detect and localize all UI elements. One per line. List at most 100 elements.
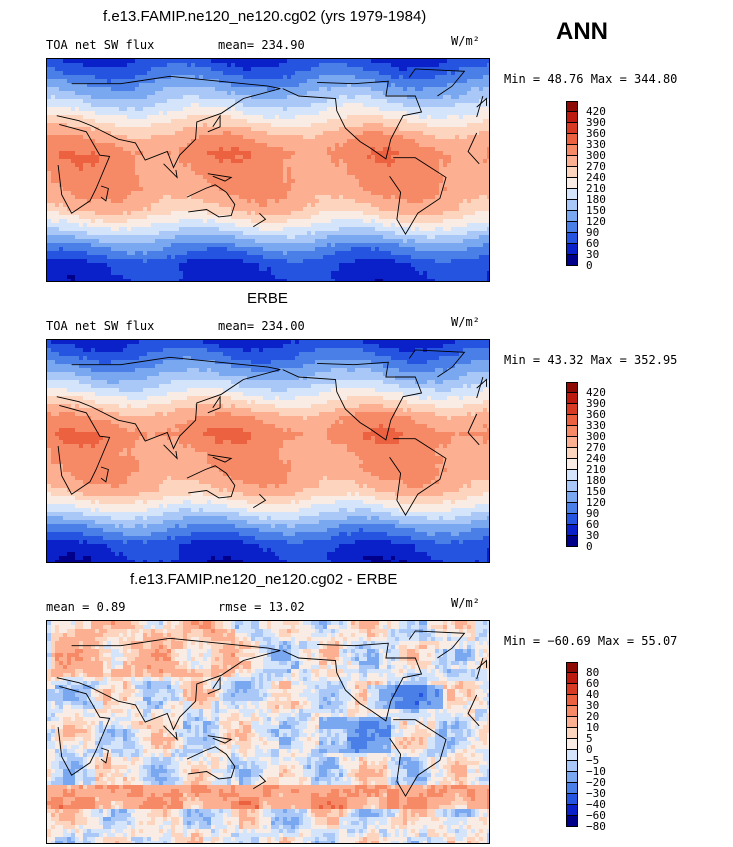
map-cell	[175, 219, 180, 224]
map-cell	[115, 203, 120, 208]
map-cell	[319, 175, 324, 180]
map-cell	[279, 219, 284, 224]
map-cell	[167, 127, 172, 132]
map-cell	[223, 187, 228, 192]
map-cell	[395, 139, 400, 144]
map-cell	[75, 91, 80, 96]
map-cell	[219, 163, 224, 168]
map-cell	[163, 151, 168, 156]
panel1-mean-label: mean= 234.90	[218, 38, 305, 52]
map-cell	[119, 171, 124, 176]
map-cell	[299, 231, 304, 236]
map-cell	[387, 123, 392, 128]
map-cell	[371, 195, 376, 200]
map-cell	[299, 219, 304, 224]
map-cell	[455, 83, 460, 88]
map-cell	[267, 179, 272, 184]
map-cell	[63, 143, 68, 148]
map-cell	[383, 203, 388, 208]
map-cell	[87, 159, 92, 164]
map-cell	[95, 139, 100, 144]
map-cell	[467, 123, 472, 128]
map-cell	[47, 99, 52, 104]
map-cell	[311, 67, 316, 72]
map-cell	[259, 147, 264, 152]
map-cell	[307, 135, 312, 140]
map-cell	[347, 195, 352, 200]
map-cell	[247, 203, 252, 208]
map-cell	[307, 147, 312, 152]
map-cell	[411, 143, 416, 148]
map-cell	[163, 139, 168, 144]
map-cell	[407, 99, 412, 104]
map-cell	[291, 207, 296, 212]
map-cell	[459, 199, 464, 204]
map-cell	[55, 191, 60, 196]
map-cell	[375, 175, 380, 180]
map-cell	[47, 63, 52, 68]
map-cell	[391, 187, 396, 192]
map-cell	[91, 203, 96, 208]
map-cell	[191, 231, 196, 236]
map-cell	[131, 171, 136, 176]
map-cell	[55, 143, 60, 148]
map-cell	[203, 75, 208, 80]
map-cell	[183, 79, 188, 84]
map-cell	[219, 167, 224, 172]
map-cell	[347, 199, 352, 204]
map-cell	[347, 179, 352, 184]
map-cell	[311, 211, 316, 216]
map-cell	[123, 171, 128, 176]
map-cell	[463, 219, 468, 224]
map-cell	[467, 139, 472, 144]
map-cell	[203, 215, 208, 220]
map-cell	[383, 215, 388, 220]
map-cell	[463, 123, 468, 128]
map-cell	[439, 159, 444, 164]
map-cell	[283, 227, 288, 232]
map-cell	[179, 163, 184, 168]
map-cell	[63, 95, 68, 100]
map-cell	[355, 79, 360, 84]
map-cell	[235, 195, 240, 200]
map-cell	[243, 183, 248, 188]
map-cell	[299, 91, 304, 96]
map-cell	[367, 175, 372, 180]
map-cell	[143, 131, 148, 136]
map-cell	[443, 159, 448, 164]
map-cell	[107, 167, 112, 172]
map-cell	[347, 187, 352, 192]
map-cell	[147, 87, 152, 92]
map-cell	[95, 163, 100, 168]
map-cell	[279, 183, 284, 188]
map-cell	[203, 119, 208, 124]
map-cell	[271, 75, 276, 80]
map-cell	[111, 159, 116, 164]
map-cell	[215, 195, 220, 200]
map-cell	[275, 187, 280, 192]
map-cell	[99, 71, 104, 76]
map-cell	[439, 71, 444, 76]
map-cell	[379, 183, 384, 188]
map-cell	[419, 155, 424, 160]
map-cell	[71, 195, 76, 200]
map-cell	[387, 139, 392, 144]
map-cell	[155, 99, 160, 104]
map-cell	[323, 147, 328, 152]
map-cell	[195, 147, 200, 152]
map-cell	[239, 111, 244, 116]
map-cell	[219, 195, 224, 200]
map-cell	[223, 143, 228, 148]
map-cell	[371, 123, 376, 128]
map-cell	[423, 123, 428, 128]
map-cell	[211, 163, 216, 168]
map-cell	[195, 63, 200, 68]
map-cell	[367, 127, 372, 132]
map-cell	[343, 211, 348, 216]
map-cell	[447, 151, 452, 156]
map-cell	[435, 223, 440, 228]
map-cell	[231, 159, 236, 164]
map-cell	[175, 179, 180, 184]
map-cell	[443, 107, 448, 112]
map-cell	[371, 131, 376, 136]
